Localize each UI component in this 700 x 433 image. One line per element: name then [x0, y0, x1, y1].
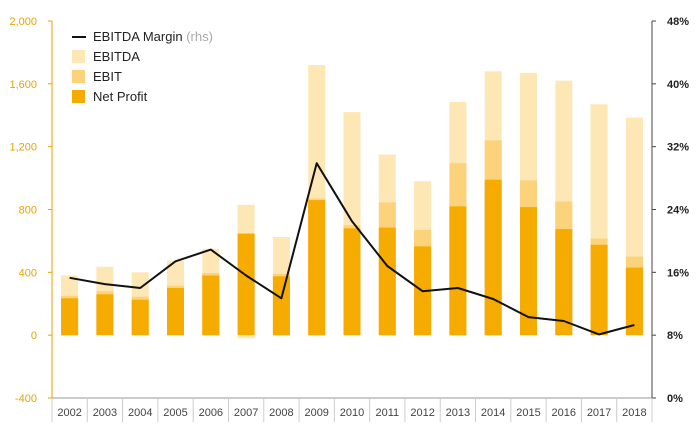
bar-net-profit-2004: [131, 299, 149, 336]
x-tick-label-2008: 2008: [269, 407, 293, 419]
x-tick-label-2015: 2015: [516, 407, 540, 419]
left-tick-label: 2,000: [9, 16, 37, 28]
right-tick-label: 8%: [667, 330, 683, 342]
right-tick-label: 0%: [667, 393, 683, 405]
bar-net-profit-2015: [520, 207, 537, 336]
x-tick-label-2004: 2004: [128, 407, 152, 419]
legend-label-ebit: EBIT: [93, 69, 122, 84]
bar-net-profit-2013: [449, 206, 467, 336]
x-tick-label-2011: 2011: [375, 407, 399, 419]
x-axis: 2002 2003 2004 2005 2006 2007 2008 2009 2010 2011…: [51, 397, 653, 422]
bar-net-profit-2006: [202, 275, 220, 336]
x-tick-label-2006: 2006: [199, 407, 223, 419]
bar-net-profit-2003: [96, 294, 114, 336]
bar-negative-2007: [237, 335, 255, 339]
x-tick-label-2002: 2002: [57, 407, 81, 419]
x-tick-label-2003: 2003: [93, 407, 117, 419]
x-tick-label-2017: 2017: [587, 407, 611, 419]
legend-label-net-profit: Net Profit: [93, 89, 148, 104]
x-tick-label-2009: 2009: [304, 407, 328, 419]
bar-net-profit-2009: [308, 200, 326, 336]
bar-net-profit-2016: [555, 229, 573, 336]
bar-net-profit-2014: [484, 179, 502, 336]
left-tick-label: 1,200: [9, 142, 37, 154]
right-tick-label: 24%: [667, 205, 689, 217]
x-tick-label-2010: 2010: [340, 407, 364, 419]
bar-net-profit-2002: [61, 298, 79, 336]
x-tick-label-2013: 2013: [446, 407, 470, 419]
right-tick-label: 16%: [667, 267, 689, 279]
legend-label-ebitda: EBITDA: [93, 49, 140, 64]
x-tick-label-2016: 2016: [552, 407, 576, 419]
legend-swatch-net-profit: [72, 90, 85, 103]
bars-layer: [61, 65, 643, 339]
bar-net-profit-2005: [167, 288, 184, 336]
x-tick-label-2007: 2007: [234, 407, 258, 419]
legend-item-ebit: EBIT: [72, 69, 122, 84]
bar-net-profit-2008: [272, 276, 290, 336]
x-tick-label-2018: 2018: [622, 407, 646, 419]
bar-net-profit-2018: [625, 267, 643, 336]
legend-item-net-profit: Net Profit: [72, 89, 148, 104]
x-tick-label-2012: 2012: [410, 407, 434, 419]
legend-item-ebitda: EBITDA: [72, 49, 140, 64]
legend-item-margin: EBITDA Margin (rhs): [72, 29, 213, 44]
right-tick-label: 40%: [667, 79, 689, 91]
bar-net-profit-2011: [378, 227, 396, 336]
right-tick-label: 32%: [667, 142, 689, 154]
legend: EBITDA Margin (rhs) EBITDA EBIT Net Prof…: [72, 29, 213, 104]
left-tick-label: 800: [19, 205, 37, 217]
right-axis: 0% 8% 16% 24% 32% 40% 48%: [651, 16, 689, 405]
left-tick-label: 1,600: [9, 79, 37, 91]
bar-net-profit-2010: [343, 228, 361, 336]
legend-label-margin: EBITDA Margin (rhs): [93, 29, 213, 44]
legend-swatch-ebitda: [72, 50, 85, 63]
x-tick-label-2014: 2014: [481, 407, 505, 419]
left-axis: -400 0 400 800 1,200 1,600 2,000: [9, 16, 53, 405]
bar-net-profit-2007: [237, 233, 255, 336]
left-tick-label: 400: [19, 267, 37, 279]
left-tick-label: -400: [15, 393, 37, 405]
line-ebitda-margin: [69, 162, 635, 336]
margin-line-layer: [69, 162, 635, 336]
right-tick-label: 48%: [667, 16, 689, 28]
legend-swatch-ebit: [72, 70, 85, 83]
x-tick-label-2005: 2005: [163, 407, 187, 419]
left-tick-label: 0: [31, 330, 37, 342]
bar-net-profit-2017: [590, 244, 608, 336]
